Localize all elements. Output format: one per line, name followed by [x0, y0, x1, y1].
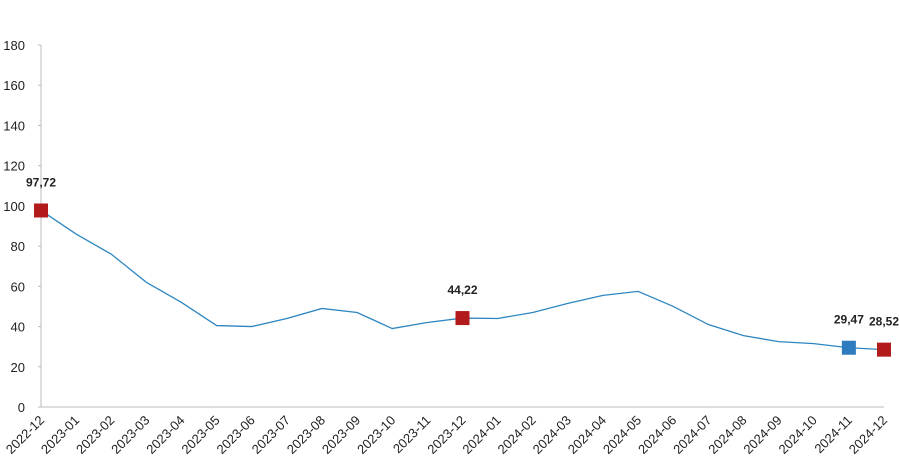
- y-tick-label: 40: [11, 320, 25, 335]
- marker: [841, 340, 856, 355]
- y-tick-label: 160: [3, 78, 25, 93]
- y-tick-label: 140: [3, 118, 25, 133]
- value-label: 28,52: [869, 315, 899, 329]
- y-tick-label: 80: [11, 239, 25, 254]
- x-tick-label: 2023-10: [354, 413, 398, 457]
- y-tick-label: 180: [3, 38, 25, 53]
- y-tick-label: 100: [3, 199, 25, 214]
- marker: [455, 311, 470, 326]
- y-tick-label: 0: [18, 400, 25, 415]
- y-tick-label: 20: [11, 360, 25, 375]
- value-label: 44,22: [447, 283, 477, 297]
- marker: [877, 342, 891, 357]
- value-label: 29,47: [834, 313, 864, 327]
- line: [40, 209, 885, 351]
- y-tick-label: 120: [3, 159, 25, 174]
- y-tick-label: 60: [11, 279, 25, 294]
- marker: [34, 203, 48, 218]
- x-tick-label: 2024-10: [776, 413, 820, 457]
- value-label: 97,72: [26, 175, 56, 189]
- x-tick-label: 2024-12: [846, 413, 890, 457]
